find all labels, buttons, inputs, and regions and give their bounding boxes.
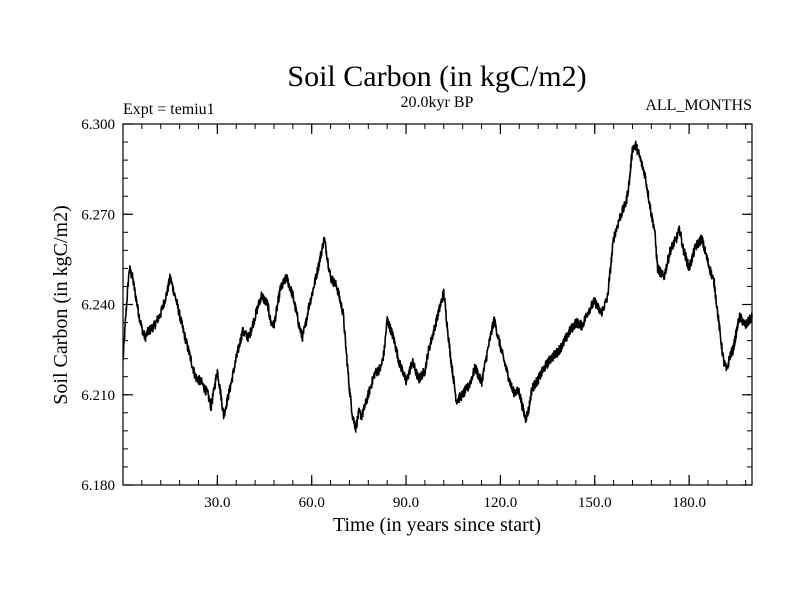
y-tick-label: 6.270 <box>81 207 115 223</box>
y-tick-label: 6.240 <box>81 298 115 314</box>
y-tick-label: 6.180 <box>81 478 115 494</box>
x-tick-label: 90.0 <box>393 495 419 511</box>
series-layer <box>122 140 753 433</box>
x-tick-label: 60.0 <box>299 495 325 511</box>
y-tick-label: 6.300 <box>81 117 115 133</box>
x-axis-label: Time (in years since start) <box>333 514 541 536</box>
x-tick-label: 120.0 <box>484 495 518 511</box>
series-line-soil-carbon <box>122 140 753 433</box>
months-label: ALL_MONTHS <box>645 97 752 114</box>
x-tick-label: 150.0 <box>578 495 612 511</box>
experiment-label: Expt = temiu1 <box>123 101 215 118</box>
chart-title: Soil Carbon (in kgC/m2) <box>287 60 586 93</box>
x-tick-label: 30.0 <box>204 495 230 511</box>
x-tick-label: 180.0 <box>672 495 706 511</box>
y-axis-label: Soil Carbon (in kgC/m2) <box>50 205 72 404</box>
period-label: 20.0kyr BP <box>401 94 474 111</box>
plot-frame <box>122 123 753 486</box>
axis-ticks: 30.0 60.0 90.0 120.0 150.0 180.0 6.180 6.210 6.2… <box>81 117 752 511</box>
y-tick-label: 6.210 <box>81 388 115 404</box>
